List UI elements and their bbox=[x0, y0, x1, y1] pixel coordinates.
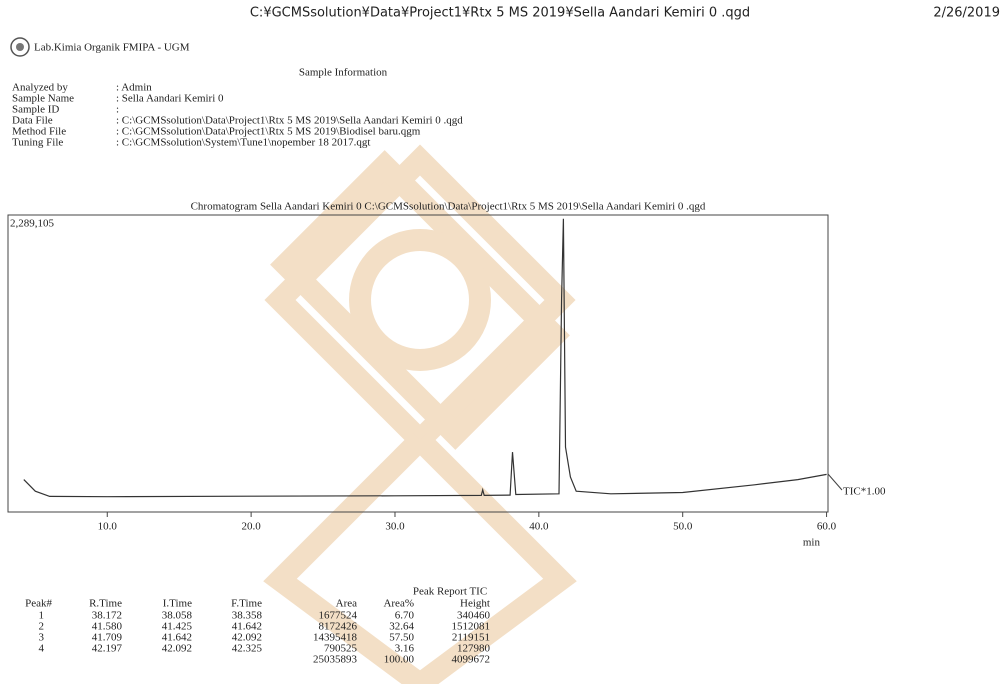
x-unit: min bbox=[803, 537, 821, 549]
report-page: C:¥GCMSsolution¥Data¥Project1¥Rtx 5 MS 2… bbox=[0, 0, 1005, 684]
table-header: Area% bbox=[383, 598, 414, 610]
trace-label-leader bbox=[828, 474, 842, 490]
table-header: Area bbox=[336, 598, 357, 610]
header-date: 2/26/2019 bbox=[933, 6, 1000, 21]
table-cell: 42.092 bbox=[162, 643, 192, 655]
table-header: Height bbox=[460, 598, 490, 610]
table-cell: 4 bbox=[39, 643, 45, 655]
watermark bbox=[280, 160, 560, 684]
table-header: R.Time bbox=[89, 598, 122, 610]
table-header: Peak# bbox=[25, 598, 52, 610]
chromatogram-title: Chromatogram Sella Aandari Kemiri 0 C:\G… bbox=[191, 201, 706, 213]
x-tick-label: 30.0 bbox=[385, 521, 405, 533]
x-tick-label: 20.0 bbox=[241, 521, 261, 533]
field-label: Tuning File bbox=[12, 137, 63, 149]
table-total: 4099672 bbox=[452, 654, 491, 666]
table-header: I.Time bbox=[163, 598, 192, 610]
x-tick-label: 40.0 bbox=[529, 521, 549, 533]
lab-logo bbox=[11, 38, 29, 56]
sample-info-title: Sample Information bbox=[299, 67, 388, 79]
x-tick-label: 60.0 bbox=[817, 521, 837, 533]
table-cell: 42.325 bbox=[232, 643, 263, 655]
y-tick-label: 2,289,105 bbox=[10, 218, 55, 230]
table-total: 100.00 bbox=[384, 654, 415, 666]
table-header: F.Time bbox=[231, 598, 262, 610]
x-tick-label: 10.0 bbox=[98, 521, 118, 533]
table-title: Peak Report TIC bbox=[413, 586, 487, 598]
field-value: : Sella Aandari Kemiri 0 bbox=[116, 93, 224, 105]
table-cell: 42.197 bbox=[92, 643, 123, 655]
field-value: : C:\GCMSsolution\System\Tune1\nopember … bbox=[116, 137, 370, 149]
x-tick-label: 50.0 bbox=[673, 521, 693, 533]
lab-name: Lab.Kimia Organik FMIPA - UGM bbox=[34, 42, 190, 54]
table-total: 25035893 bbox=[313, 654, 358, 666]
header-title: C:¥GCMSsolution¥Data¥Project1¥Rtx 5 MS 2… bbox=[250, 6, 750, 21]
trace-label: TIC*1.00 bbox=[843, 486, 886, 498]
